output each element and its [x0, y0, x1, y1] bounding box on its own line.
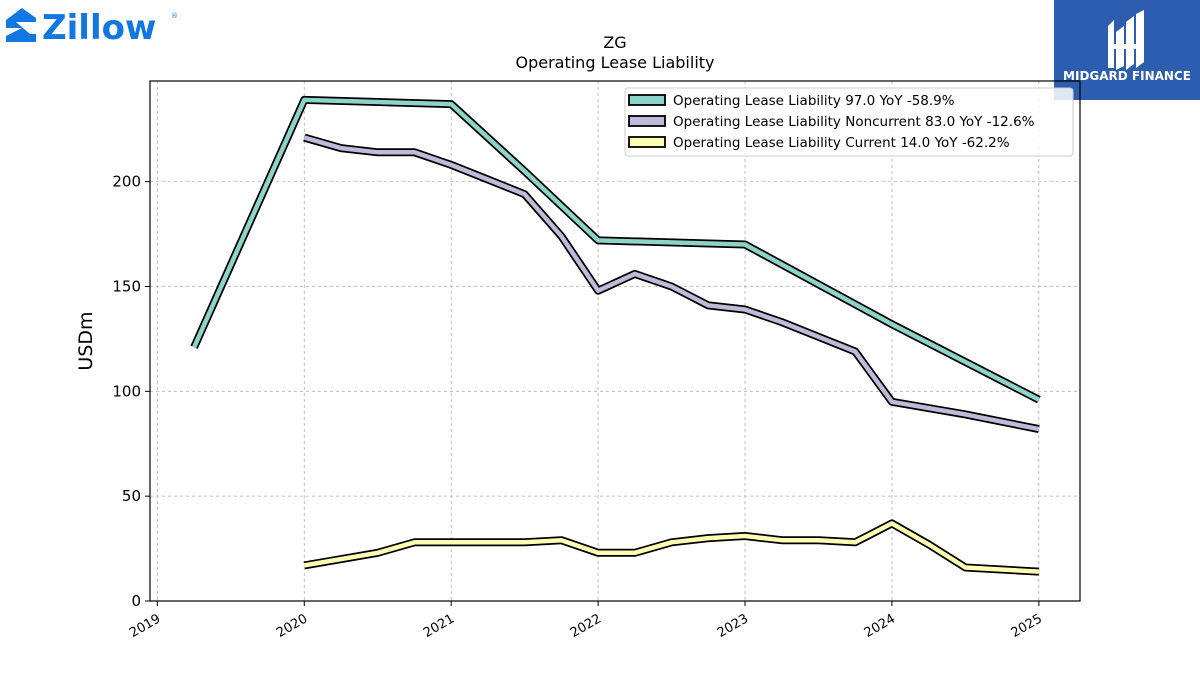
legend-label: Operating Lease Liability 97.0 YoY -58.9… [673, 93, 955, 109]
midgard-emblem-icon [1108, 10, 1144, 70]
legend-swatch [628, 115, 666, 127]
grid [150, 81, 1080, 602]
x-tick-label: 2022 [568, 611, 604, 641]
zillow-logo: Zillow ® [6, 8, 178, 46]
x-tick-label: 2023 [715, 611, 751, 641]
series-line-3 [303, 519, 1040, 576]
x-axis-ticks: 2019 2020 2021 2022 2023 2024 2025 [127, 601, 1045, 641]
chart-subtitle: Operating Lease Liability [515, 53, 714, 72]
legend-item: Operating Lease Liability 97.0 YoY -58.9… [628, 93, 955, 109]
y-tick-label: 150 [112, 277, 141, 295]
y-axis-label: USDm [75, 311, 97, 370]
series-line-fill [303, 521, 1040, 574]
series-line-outline [303, 519, 1040, 576]
legend-swatch [628, 94, 666, 106]
x-tick-label: 2021 [421, 611, 457, 641]
legend-swatch [628, 136, 666, 148]
y-tick-label: 200 [112, 173, 141, 191]
midgard-wordmark: MIDGARD FINANCE [1063, 69, 1191, 83]
zillow-registered-mark: ® [171, 12, 178, 20]
y-tick-label: 100 [112, 382, 141, 400]
chart-title: ZG [603, 33, 626, 52]
y-tick-label: 0 [131, 592, 141, 610]
legend-item: Operating Lease Liability Current 14.0 Y… [628, 135, 1010, 151]
plot-area-frame [149, 80, 1081, 602]
x-tick-label: 2024 [862, 611, 898, 641]
series-lines [190, 95, 1041, 576]
legend-label: Operating Lease Liability Current 14.0 Y… [673, 135, 1010, 151]
series-line-1 [190, 95, 1041, 404]
zillow-house-icon [6, 8, 36, 42]
legend-box [624, 87, 1074, 157]
zillow-wordmark: Zillow [42, 8, 156, 46]
x-tick-label: 2025 [1009, 611, 1045, 641]
x-tick-label: 2020 [274, 611, 310, 641]
y-tick-label: 50 [122, 487, 141, 505]
midgard-finance-logo: MIDGARD FINANCE [1054, 0, 1200, 100]
legend-item: Operating Lease Liability Noncurrent 83.… [628, 114, 1035, 130]
legend-label: Operating Lease Liability Noncurrent 83.… [673, 114, 1035, 130]
series-line-fill [303, 135, 1040, 432]
x-tick-label: 2019 [127, 611, 163, 641]
series-line-fill [192, 97, 1040, 402]
series-line-2 [303, 133, 1040, 434]
y-axis-ticks: 0 50 100 150 200 [112, 173, 150, 610]
legend: Operating Lease Liability 97.0 YoY -58.9… [624, 87, 1074, 157]
